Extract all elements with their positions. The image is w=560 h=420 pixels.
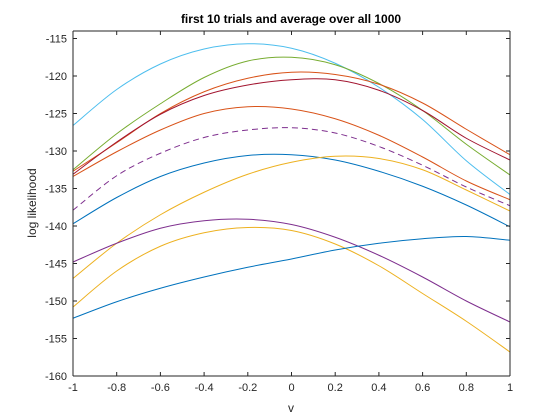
y-tick-label: -115 xyxy=(46,34,67,46)
x-tick-label: -0.4 xyxy=(195,382,214,394)
series-line-10 xyxy=(72,226,511,353)
x-tick-label: -0.6 xyxy=(151,382,170,394)
y-tick-label: -130 xyxy=(45,146,67,158)
y-tick-label: -160 xyxy=(45,371,67,383)
y-tick-label: -155 xyxy=(45,334,67,346)
y-tick-label: -135 xyxy=(45,184,67,196)
y-axis-label: log likelihood xyxy=(25,168,39,237)
series-line-5 xyxy=(72,106,511,201)
series-line-9 xyxy=(72,218,511,323)
series-line-4 xyxy=(72,78,511,175)
x-tick-label: -0.2 xyxy=(238,382,257,394)
y-tick-label: -120 xyxy=(45,71,67,83)
axes-layer: -1 -0.8 -0.6 -0.4 -0.2 0 0.2 0.4 0.6 0.8 1 -160 -155… xyxy=(45,30,513,394)
x-tick-label: 0.6 xyxy=(415,382,430,394)
series-line-6 xyxy=(72,127,511,211)
series-line-11 xyxy=(72,235,511,319)
x-tick-label: 1 xyxy=(507,382,513,394)
x-tick-label: -0.8 xyxy=(107,382,126,394)
series-line-2 xyxy=(72,56,511,176)
x-tick-label: -1 xyxy=(68,382,78,394)
x-tick-label: 0.2 xyxy=(328,382,343,394)
x-tick-label: 0 xyxy=(288,382,294,394)
series-line-7 xyxy=(72,153,511,228)
series-layer xyxy=(72,43,511,353)
x-axis-label: v xyxy=(288,401,294,415)
y-tick-label: -140 xyxy=(45,221,67,233)
chart-title: first 10 trials and average over all 100… xyxy=(181,12,401,26)
y-tick-label: -150 xyxy=(45,296,67,308)
x-tick-label: 0.4 xyxy=(371,382,386,394)
series-line-8 xyxy=(72,155,511,279)
y-tick-label: -145 xyxy=(45,259,67,271)
x-tick-label: 0.8 xyxy=(459,382,474,394)
plot-area xyxy=(73,31,510,376)
y-tick-label: -125 xyxy=(45,109,67,121)
series-line-1 xyxy=(72,43,511,195)
